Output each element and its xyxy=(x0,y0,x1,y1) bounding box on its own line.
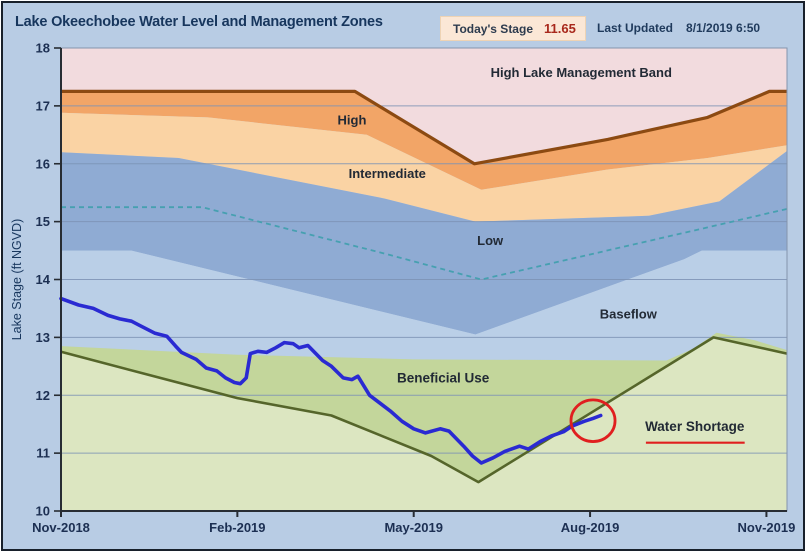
y-tick-label-14: 14 xyxy=(36,272,51,287)
todays-stage-value: 11.65 xyxy=(544,21,576,36)
water-shortage-management-line xyxy=(60,336,788,484)
x-tick-label-may-2019: May-2019 xyxy=(384,520,443,535)
y-axis-title: Lake Stage (ft NGVD) xyxy=(10,219,24,341)
zone-label-water-shortage: Water Shortage xyxy=(645,419,745,434)
observed-lake-stage xyxy=(59,296,603,465)
zone-water-shortage xyxy=(61,337,787,511)
y-tick-label-11: 11 xyxy=(36,446,50,461)
y-tick-label-17: 17 xyxy=(36,98,50,113)
todays-stage-box: Today's Stage 11.65 xyxy=(440,16,586,41)
zone-label-high: High xyxy=(338,112,367,127)
last-updated-label: Last Updated xyxy=(597,21,674,35)
zone-baseflow xyxy=(61,250,787,361)
last-updated-value: 8/1/2019 6:50 xyxy=(686,21,761,35)
low-zone-dashed-line xyxy=(61,206,788,281)
high-band-boundary-line xyxy=(61,89,787,166)
zone-label-low: Low xyxy=(477,233,504,248)
x-tick-label-aug-2019: Aug-2019 xyxy=(561,520,620,535)
zone-label-baseflow: Baseflow xyxy=(600,306,658,321)
zone-low xyxy=(61,151,787,335)
x-tick-label-nov-2019: Nov-2019 xyxy=(738,520,796,535)
y-tick-label-16: 16 xyxy=(36,156,50,171)
y-tick-label-10: 10 xyxy=(36,504,50,519)
x-tick-label-feb-2019: Feb-2019 xyxy=(209,520,265,535)
todays-stage-label: Today's Stage xyxy=(453,21,533,36)
x-tick-label-nov-2018: Nov-2018 xyxy=(32,520,90,535)
zone-label-intermediate: Intermediate xyxy=(349,166,426,181)
page-title: Lake Okeechobee Water Level and Manageme… xyxy=(15,14,383,30)
zone-intermediate xyxy=(61,112,787,222)
zone-high xyxy=(61,91,787,190)
zone-label-beneficial-use: Beneficial Use xyxy=(397,371,490,386)
y-tick-label-13: 13 xyxy=(36,330,50,345)
zone-beneficial-use xyxy=(61,332,787,483)
zone-label-high-lake-management-band: High Lake Management Band xyxy=(491,65,672,80)
current-stage-circle-annotation xyxy=(569,398,617,443)
y-tick-label-18: 18 xyxy=(36,41,50,56)
last-updated: Last Updated 8/1/2019 6:50 xyxy=(597,21,760,35)
y-tick-label-15: 15 xyxy=(36,214,50,229)
y-tick-label-12: 12 xyxy=(36,388,50,403)
